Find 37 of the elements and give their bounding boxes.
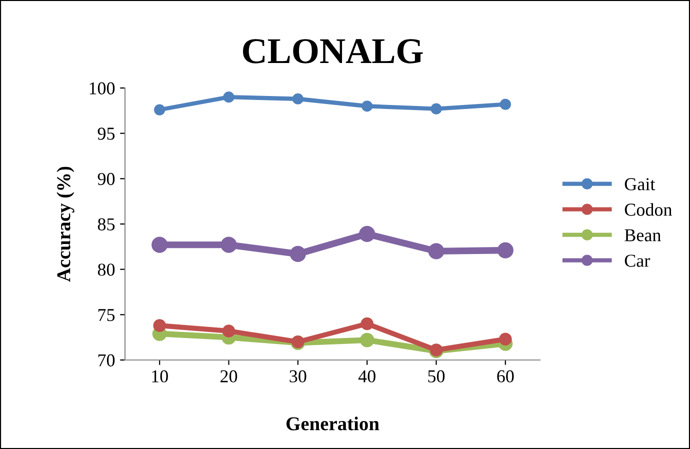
legend-label: Codon (624, 203, 672, 216)
point (360, 332, 374, 348)
y-tick-label: 70 (98, 354, 115, 366)
x-tick-label: 40 (358, 370, 376, 382)
point (428, 243, 444, 260)
point (220, 236, 237, 253)
point (222, 324, 236, 338)
y-tick-label: 75 (98, 309, 115, 322)
x-tick-label: 30 (290, 370, 306, 382)
point (152, 236, 168, 253)
point (430, 103, 442, 114)
x-tick-label: 60 (497, 370, 514, 382)
x-axis-title: Generation (286, 416, 380, 430)
legend-label: Car (624, 254, 650, 267)
point (153, 319, 166, 332)
x-tick-label: 20 (220, 370, 238, 382)
y-tick-label: 90 (98, 172, 115, 186)
legend-label: Bean (624, 229, 661, 242)
y-tick-label: 80 (98, 264, 115, 276)
x-tick-label: 10 (152, 370, 168, 382)
x-tick-label: 50 (428, 370, 445, 382)
point (292, 93, 304, 104)
point (359, 226, 376, 242)
point (499, 332, 512, 346)
y-tick-label: 100 (90, 82, 115, 94)
y-axis-title: Accuracy (%) (56, 166, 74, 282)
legend-label: Gait (624, 178, 656, 190)
chart-title: CLONALG (242, 39, 423, 64)
y-tick-label: 95 (98, 128, 115, 140)
point (497, 242, 514, 258)
point (360, 317, 374, 330)
point (290, 246, 306, 262)
point (154, 104, 166, 116)
point (500, 98, 511, 110)
y-tick-label: 85 (98, 218, 115, 230)
point (362, 100, 373, 112)
point (223, 92, 234, 103)
